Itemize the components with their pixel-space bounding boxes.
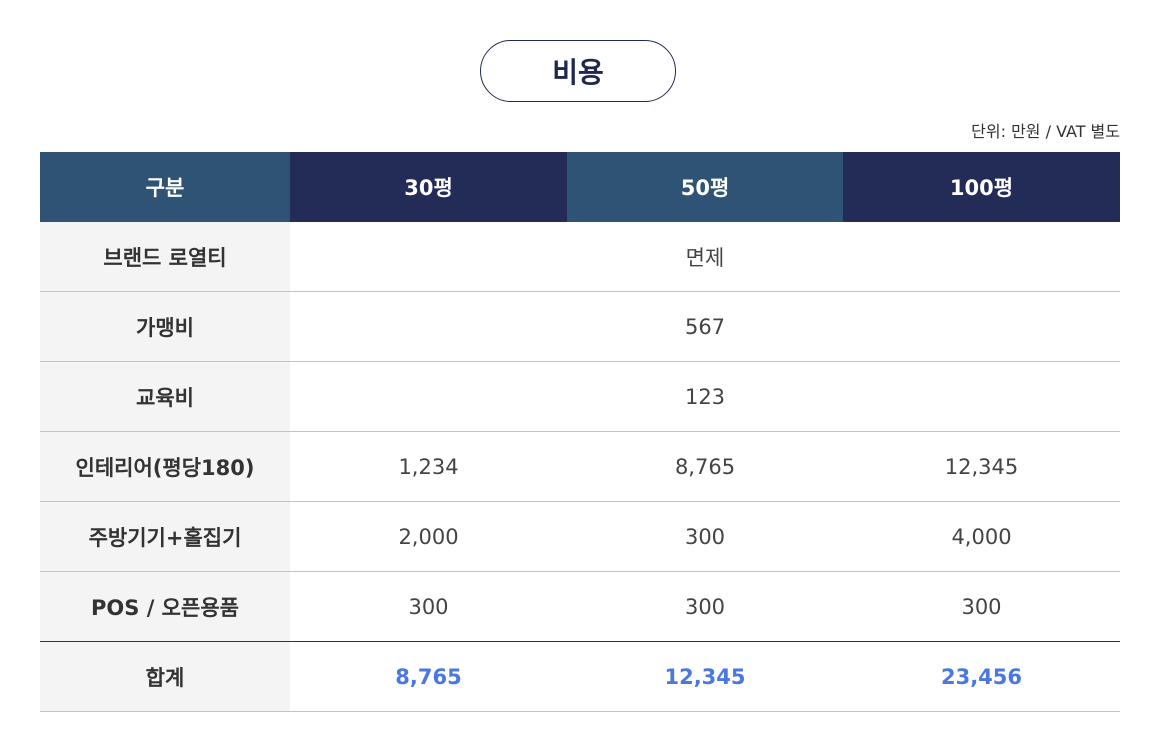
unit-note: 단위: 만원 / VAT 별도 <box>971 122 1120 141</box>
cell-pos-30: 300 <box>290 571 567 642</box>
table-header-row: 구분 30평 50평 100평 <box>40 152 1120 222</box>
table-row: 주방기기+홀집기 2,000 300 4,000 <box>40 501 1120 572</box>
row-label-royalty: 브랜드 로열티 <box>40 222 290 292</box>
header-30pyeong: 30평 <box>290 152 567 222</box>
total-row: 합계 8,765 12,345 23,456 <box>40 641 1120 712</box>
row-value-franchise-fee: 567 <box>290 291 1120 362</box>
row-label-interior: 인테리어(평당180) <box>40 431 290 502</box>
total-30: 8,765 <box>290 641 567 712</box>
cost-table: 구분 30평 50평 100평 브랜드 로열티 면제 가맹비 567 교육비 1… <box>40 152 1120 712</box>
total-100: 23,456 <box>843 641 1120 712</box>
cell-pos-50: 300 <box>567 571 843 642</box>
row-value-royalty: 면제 <box>290 222 1120 292</box>
section-title: 비용 <box>480 40 676 102</box>
cell-interior-30: 1,234 <box>290 431 567 502</box>
table-row: 교육비 123 <box>40 361 1120 432</box>
row-label-training-fee: 교육비 <box>40 361 290 432</box>
header-50pyeong: 50평 <box>567 152 843 222</box>
cell-kitchen-50: 300 <box>567 501 843 572</box>
row-label-kitchen: 주방기기+홀집기 <box>40 501 290 572</box>
row-value-training-fee: 123 <box>290 361 1120 432</box>
header-category: 구분 <box>40 152 290 222</box>
table-row: 브랜드 로열티 면제 <box>40 222 1120 292</box>
row-label-franchise-fee: 가맹비 <box>40 291 290 362</box>
cell-kitchen-100: 4,000 <box>843 501 1120 572</box>
header-100pyeong: 100평 <box>843 152 1120 222</box>
cell-pos-100: 300 <box>843 571 1120 642</box>
row-label-pos: POS / 오픈용품 <box>40 571 290 642</box>
total-50: 12,345 <box>567 641 843 712</box>
cell-interior-50: 8,765 <box>567 431 843 502</box>
total-label: 합계 <box>40 641 290 712</box>
cell-kitchen-30: 2,000 <box>290 501 567 572</box>
table-row: POS / 오픈용품 300 300 300 <box>40 571 1120 642</box>
table-row: 가맹비 567 <box>40 291 1120 362</box>
table-row: 인테리어(평당180) 1,234 8,765 12,345 <box>40 431 1120 502</box>
cell-interior-100: 12,345 <box>843 431 1120 502</box>
